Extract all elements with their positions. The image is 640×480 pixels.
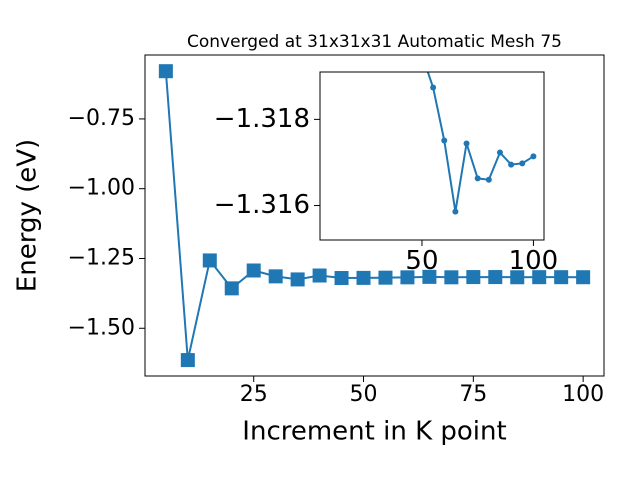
y-tick-label: −1.316 [214, 190, 310, 220]
plot-frame [144, 54, 605, 377]
marker [485, 176, 492, 183]
x-tick-label: 50 [350, 382, 378, 407]
x-tick-label: 25 [240, 382, 268, 407]
marker [554, 270, 569, 285]
marker [158, 64, 173, 79]
marker [519, 160, 526, 167]
marker [378, 270, 393, 285]
marker [441, 137, 448, 144]
marker [496, 149, 503, 156]
marker [444, 270, 459, 285]
series-group [426, 72, 537, 215]
marker [246, 263, 261, 278]
marker [312, 268, 327, 283]
chart-title: Converged at 31x31x31 Automatic Mesh 75 [187, 32, 562, 52]
marker [463, 140, 470, 147]
marker [202, 253, 217, 268]
marker [488, 270, 503, 285]
marker [508, 161, 515, 168]
marker [474, 175, 481, 182]
x-axis-label: Increment in K point [242, 417, 506, 447]
marker [452, 208, 459, 215]
marker [290, 272, 305, 287]
y-axis-label: Energy (eV) [13, 139, 43, 292]
y-tick-label: −1.00 [68, 176, 135, 201]
marker [430, 84, 437, 91]
x-tick-label: 100 [562, 382, 604, 407]
marker [530, 153, 537, 160]
y-tick-label: −1.50 [68, 315, 135, 340]
y-tick-label: −1.318 [214, 104, 310, 134]
marker [400, 270, 415, 285]
x-tick-label: 100 [509, 246, 559, 276]
x-tick-label: 50 [405, 246, 438, 276]
y-tick-label: −1.25 [68, 245, 135, 270]
marker [224, 281, 239, 296]
x-tick-label: 75 [459, 382, 487, 407]
marker [466, 270, 481, 285]
marker [532, 270, 547, 285]
marker [268, 269, 283, 284]
plot-area [320, 72, 544, 240]
marker [334, 271, 349, 286]
series-group [158, 64, 591, 368]
marker [180, 353, 195, 368]
marker [576, 270, 591, 285]
marker [510, 270, 525, 285]
marker [422, 269, 437, 284]
plot-frame [319, 71, 545, 241]
marker [356, 270, 371, 285]
y-tick-label: −0.75 [68, 106, 135, 131]
